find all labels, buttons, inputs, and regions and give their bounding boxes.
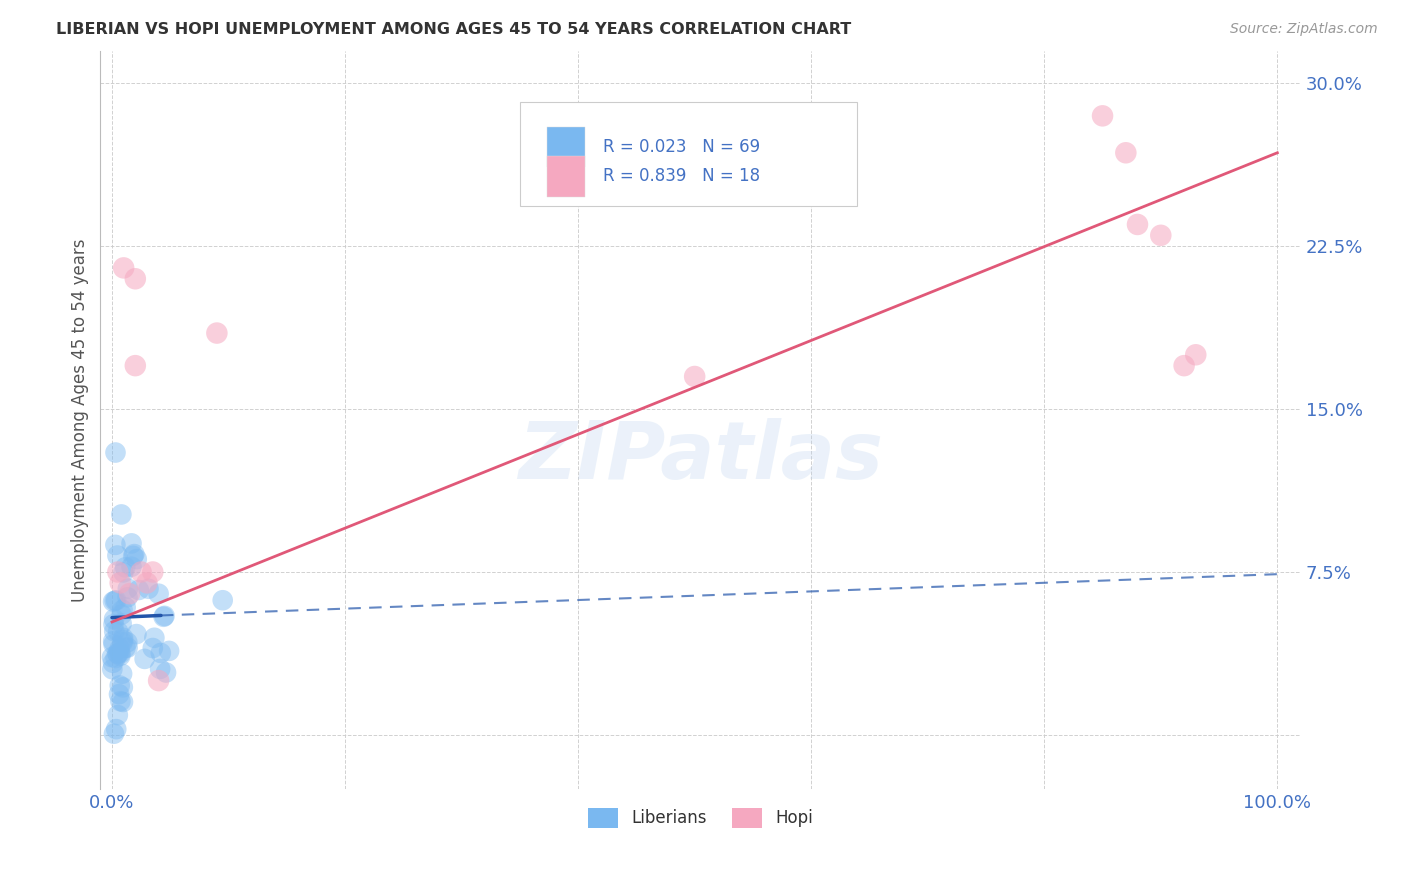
Point (114, 640, 136, 655)
Point (104, 594, 127, 608)
Point (155, 665, 177, 680)
Point (101, 650, 124, 665)
Point (122, 549, 145, 563)
Point (1115, 145, 1137, 160)
Point (111, 695, 134, 709)
Point (111, 633, 134, 648)
Text: R = 0.023   N = 69: R = 0.023 N = 69 (603, 138, 761, 156)
Point (111, 681, 134, 695)
Point (138, 582, 160, 596)
Point (121, 536, 143, 550)
Point (112, 631, 135, 645)
Point (110, 508, 132, 522)
Point (107, 624, 129, 639)
Point (153, 608, 176, 623)
Point (683, 369, 706, 384)
Point (110, 648, 132, 663)
Point (125, 627, 148, 641)
Point (108, 646, 131, 660)
Point (112, 566, 135, 580)
Point (136, 575, 159, 590)
Point (103, 612, 125, 626)
Point (118, 587, 141, 601)
Point (114, 600, 136, 615)
FancyBboxPatch shape (547, 127, 585, 168)
Point (124, 272, 146, 286)
Point (148, 587, 170, 601)
Point (117, 591, 139, 605)
Point (110, 694, 132, 708)
Point (157, 644, 180, 658)
Point (110, 607, 132, 622)
Point (103, 637, 125, 651)
Point (129, 565, 152, 579)
Y-axis label: Unemployment Among Ages 45 to 54 years: Unemployment Among Ages 45 to 54 years (72, 238, 89, 602)
Point (107, 708, 129, 723)
Point (101, 656, 124, 670)
Point (128, 582, 150, 597)
Point (105, 722, 128, 736)
Point (117, 582, 139, 596)
FancyBboxPatch shape (520, 103, 856, 206)
Point (124, 547, 146, 561)
Point (142, 565, 165, 579)
Point (125, 552, 148, 566)
FancyBboxPatch shape (547, 156, 585, 196)
Point (149, 662, 172, 676)
Point (101, 662, 124, 676)
Point (1126, 218, 1149, 232)
Text: R = 0.839   N = 18: R = 0.839 N = 18 (603, 167, 761, 186)
Point (107, 647, 129, 661)
Point (142, 640, 165, 655)
Point (107, 565, 129, 579)
Point (117, 635, 139, 649)
Point (107, 647, 129, 661)
Point (120, 559, 142, 574)
Point (103, 727, 125, 741)
Point (112, 260, 135, 275)
Point (108, 641, 131, 656)
Text: LIBERIAN VS HOPI UNEMPLOYMENT AMONG AGES 45 TO 54 YEARS CORRELATION CHART: LIBERIAN VS HOPI UNEMPLOYMENT AMONG AGES… (56, 22, 852, 37)
Point (107, 549, 129, 563)
Point (111, 635, 134, 649)
Point (105, 593, 128, 607)
Point (1150, 228, 1173, 243)
Point (110, 647, 132, 661)
Point (149, 646, 172, 660)
Point (134, 652, 156, 666)
Point (124, 359, 146, 373)
Point (103, 624, 125, 639)
Point (111, 666, 134, 681)
Point (108, 687, 131, 701)
Point (152, 609, 174, 624)
Point (148, 673, 170, 688)
Point (111, 603, 134, 617)
Text: Source: ZipAtlas.com: Source: ZipAtlas.com (1230, 22, 1378, 37)
Point (111, 616, 134, 631)
Point (101, 594, 124, 608)
Point (103, 634, 125, 648)
Point (103, 617, 125, 632)
Point (104, 651, 127, 665)
Point (143, 631, 166, 645)
Point (108, 678, 131, 692)
Text: ZIPatlas: ZIPatlas (517, 417, 883, 496)
Point (1173, 359, 1195, 373)
Point (117, 640, 139, 655)
Point (205, 326, 228, 340)
Point (108, 575, 131, 590)
Point (1184, 348, 1206, 362)
Point (114, 560, 136, 574)
Point (1091, 109, 1114, 123)
Legend: Liberians, Hopi: Liberians, Hopi (579, 799, 821, 837)
Point (211, 593, 233, 607)
Point (104, 445, 127, 459)
Point (104, 538, 127, 552)
